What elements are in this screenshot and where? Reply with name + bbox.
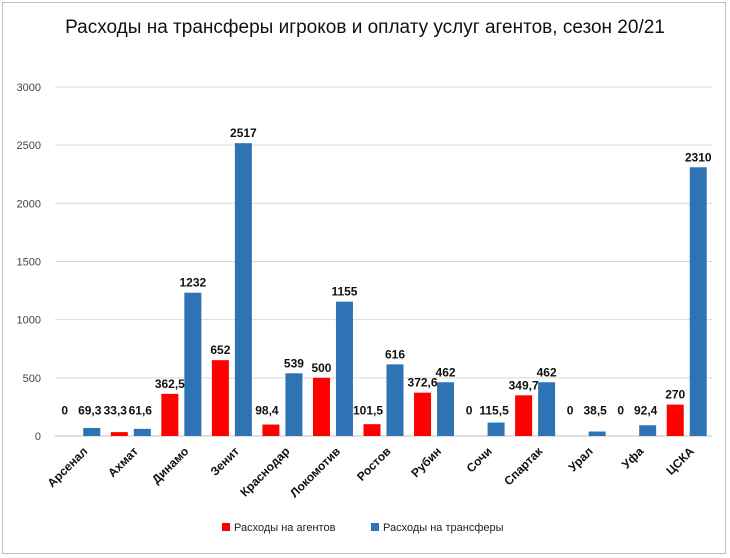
legend-label-agents: Расходы на агентов xyxy=(234,522,336,534)
data-label: 0 xyxy=(61,404,68,418)
bars xyxy=(83,143,707,436)
legend-label-transfers: Расходы на трансферы xyxy=(383,522,504,534)
bar-agents xyxy=(110,432,128,436)
data-label: 1232 xyxy=(179,276,206,290)
category-label: Урал xyxy=(566,444,596,474)
data-label: 462 xyxy=(436,365,456,379)
category-label: Локомотив xyxy=(287,444,343,500)
data-label: 1155 xyxy=(331,285,357,299)
data-label: 0 xyxy=(617,404,624,418)
data-label: 500 xyxy=(311,361,331,375)
bar-transfers xyxy=(588,431,606,436)
y-tick-label: 2500 xyxy=(17,140,41,152)
bar-agents xyxy=(211,360,229,436)
y-tick-label: 1500 xyxy=(17,257,41,269)
gridlines xyxy=(55,86,712,437)
legend-swatch-transfers xyxy=(371,523,379,531)
category-label: Арсенал xyxy=(45,444,91,490)
y-tick-label: 0 xyxy=(35,431,41,443)
category-label: Краснодар xyxy=(237,444,292,499)
bar-transfers xyxy=(234,143,252,436)
bar-transfers xyxy=(133,428,151,436)
data-label: 98,4 xyxy=(255,404,279,418)
data-label: 92,4 xyxy=(634,404,658,418)
legend: Расходы на агентов Расходы на трансферы xyxy=(222,522,504,534)
bar-transfers xyxy=(335,301,353,436)
category-label: Рубин xyxy=(408,444,444,480)
data-label: 270 xyxy=(665,388,685,402)
y-tick-label: 1000 xyxy=(17,315,41,327)
data-label: 0 xyxy=(567,404,574,418)
data-label: 115,5 xyxy=(479,404,509,418)
bar-transfers xyxy=(437,382,455,436)
data-label: 652 xyxy=(210,343,230,357)
data-label: 462 xyxy=(537,365,557,379)
bar-agents xyxy=(666,404,684,436)
y-tick-label: 2000 xyxy=(17,198,41,210)
data-label: 349,7 xyxy=(509,378,539,392)
category-label: Сочи xyxy=(464,444,495,475)
bar-transfers xyxy=(285,373,303,436)
data-label: 362,5 xyxy=(155,377,185,391)
bar-agents xyxy=(262,424,280,436)
bar-transfers xyxy=(538,382,556,436)
category-label: Зенит xyxy=(208,444,243,479)
data-label: 101,5 xyxy=(353,404,383,418)
category-label: Спартак xyxy=(501,444,546,489)
category-label: Ростов xyxy=(354,444,394,484)
y-axis-ticks: 0 500 1000 1500 2000 2500 3000 xyxy=(17,82,41,443)
bar-transfers xyxy=(639,425,657,436)
bar-agents xyxy=(161,393,179,436)
x-axis-categories: Арсенал Ахмат Динамо ЗенитКраснодарЛокомоти… xyxy=(45,444,698,501)
bar-agents xyxy=(515,395,533,436)
data-label: 372,6 xyxy=(408,376,438,390)
data-label: 616 xyxy=(385,347,405,361)
data-label: 38,5 xyxy=(583,404,607,418)
bar-agents xyxy=(363,424,381,436)
bar-transfers xyxy=(487,422,505,436)
category-label: Ахмат xyxy=(105,444,141,480)
category-label: Динамо xyxy=(149,444,191,486)
data-label: 2517 xyxy=(230,126,257,140)
category-label: ЦСКА xyxy=(663,444,697,478)
legend-swatch-agents xyxy=(222,523,230,531)
data-label: 2310 xyxy=(685,150,712,164)
bar-agents xyxy=(312,377,330,436)
bar-transfers xyxy=(184,292,202,436)
data-label: 539 xyxy=(284,356,304,370)
data-label: 33,3 xyxy=(104,404,128,418)
data-label: 61,6 xyxy=(129,404,153,418)
data-label: 0 xyxy=(466,404,473,418)
category-label: Уфа xyxy=(619,444,647,472)
bar-transfers xyxy=(689,167,707,436)
bar-transfers xyxy=(83,427,101,436)
data-label: 69,3 xyxy=(78,404,102,418)
bar-transfers xyxy=(386,364,404,436)
bar-agents xyxy=(414,392,432,436)
y-tick-label: 500 xyxy=(23,373,41,385)
y-tick-label: 3000 xyxy=(17,82,41,94)
chart-title: Расходы на трансферы игроков и оплату ус… xyxy=(65,17,665,38)
